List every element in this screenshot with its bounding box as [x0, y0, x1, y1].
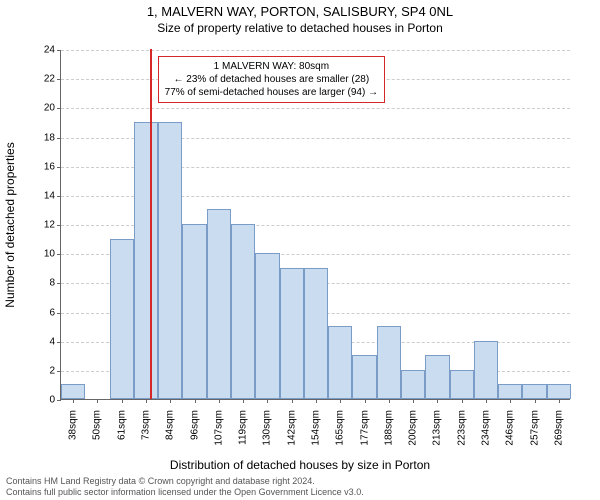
x-tick-mark [559, 399, 560, 403]
y-tick-mark [57, 283, 61, 284]
annotation-callout: 1 MALVERN WAY: 80sqm← 23% of detached ho… [158, 56, 385, 103]
annotation-line: 1 MALVERN WAY: 80sqm [165, 60, 378, 73]
x-tick-label: 38sqm [68, 406, 79, 440]
y-tick-mark [57, 313, 61, 314]
histogram-bar [61, 384, 85, 399]
x-tick-label: 130sqm [262, 406, 273, 446]
histogram-bar [498, 384, 522, 399]
histogram-bar [328, 326, 352, 399]
histogram-bar [280, 268, 304, 399]
histogram-bar [547, 384, 571, 399]
histogram-bar [474, 341, 498, 399]
histogram-bar [110, 239, 134, 399]
x-tick-mark [97, 399, 98, 403]
x-tick-label: 154sqm [311, 406, 322, 446]
y-tick-mark [57, 342, 61, 343]
x-tick-label: 223sqm [456, 406, 467, 446]
x-tick-label: 257sqm [529, 406, 540, 446]
x-tick-mark [316, 399, 317, 403]
histogram-bar [425, 355, 449, 399]
footer-line: Contains HM Land Registry data © Crown c… [6, 476, 364, 487]
y-tick-mark [57, 79, 61, 80]
y-tick-mark [57, 371, 61, 372]
histogram-bar [401, 370, 425, 399]
footer-line: Contains full public sector information … [6, 487, 364, 498]
x-tick-label: 177sqm [359, 406, 370, 446]
histogram-bar [158, 122, 182, 399]
x-tick-label: 50sqm [92, 406, 103, 440]
histogram-bar [134, 122, 158, 399]
page-title: 1, MALVERN WAY, PORTON, SALISBURY, SP4 0… [0, 0, 600, 19]
y-tick-mark [57, 254, 61, 255]
x-tick-label: 269sqm [553, 406, 564, 446]
footer-attribution: Contains HM Land Registry data © Crown c… [6, 476, 364, 498]
histogram-bar [182, 224, 206, 399]
x-tick-mark [170, 399, 171, 403]
x-tick-mark [340, 399, 341, 403]
x-tick-mark [292, 399, 293, 403]
y-tick-mark [57, 225, 61, 226]
histogram-bar [450, 370, 474, 399]
x-tick-label: 61sqm [116, 406, 127, 440]
x-tick-mark [122, 399, 123, 403]
histogram-bar [255, 253, 279, 399]
histogram-bar [304, 268, 328, 399]
x-tick-label: 73sqm [141, 406, 152, 440]
x-tick-mark [267, 399, 268, 403]
x-tick-mark [486, 399, 487, 403]
x-tick-mark [73, 399, 74, 403]
x-tick-label: 188sqm [383, 406, 394, 446]
x-tick-mark [437, 399, 438, 403]
histogram-bar [207, 209, 231, 399]
page-subtitle: Size of property relative to detached ho… [0, 19, 600, 35]
x-tick-label: 213sqm [432, 406, 443, 446]
x-tick-label: 234sqm [481, 406, 492, 446]
y-axis-label: Number of detached properties [3, 142, 17, 307]
x-tick-mark [365, 399, 366, 403]
x-tick-mark [510, 399, 511, 403]
x-tick-label: 84sqm [165, 406, 176, 440]
x-tick-label: 200sqm [408, 406, 419, 446]
x-axis-label: Distribution of detached houses by size … [0, 458, 600, 472]
annotation-line: 77% of semi-detached houses are larger (… [165, 86, 378, 99]
gridline [61, 108, 570, 109]
y-tick-mark [57, 138, 61, 139]
x-tick-mark [195, 399, 196, 403]
x-tick-label: 142sqm [286, 406, 297, 446]
x-tick-label: 96sqm [189, 406, 200, 440]
y-tick-mark [57, 400, 61, 401]
x-tick-label: 119sqm [238, 406, 249, 445]
y-tick-mark [57, 50, 61, 51]
x-tick-label: 246sqm [505, 406, 516, 446]
reference-marker-line [150, 49, 152, 399]
x-tick-mark [146, 399, 147, 403]
y-tick-mark [57, 196, 61, 197]
y-tick-mark [57, 167, 61, 168]
x-tick-mark [535, 399, 536, 403]
x-tick-label: 107sqm [213, 406, 224, 446]
histogram-chart: 02468101214161820222438sqm50sqm61sqm73sq… [60, 50, 570, 400]
x-tick-mark [462, 399, 463, 403]
x-tick-mark [243, 399, 244, 403]
gridline [61, 50, 570, 51]
x-tick-mark [219, 399, 220, 403]
histogram-bar [231, 224, 255, 399]
x-tick-mark [413, 399, 414, 403]
x-tick-label: 165sqm [335, 406, 346, 446]
y-tick-mark [57, 108, 61, 109]
x-tick-mark [389, 399, 390, 403]
histogram-bar [377, 326, 401, 399]
histogram-bar [522, 384, 546, 399]
histogram-bar [352, 355, 376, 399]
annotation-line: ← 23% of detached houses are smaller (28… [165, 73, 378, 86]
